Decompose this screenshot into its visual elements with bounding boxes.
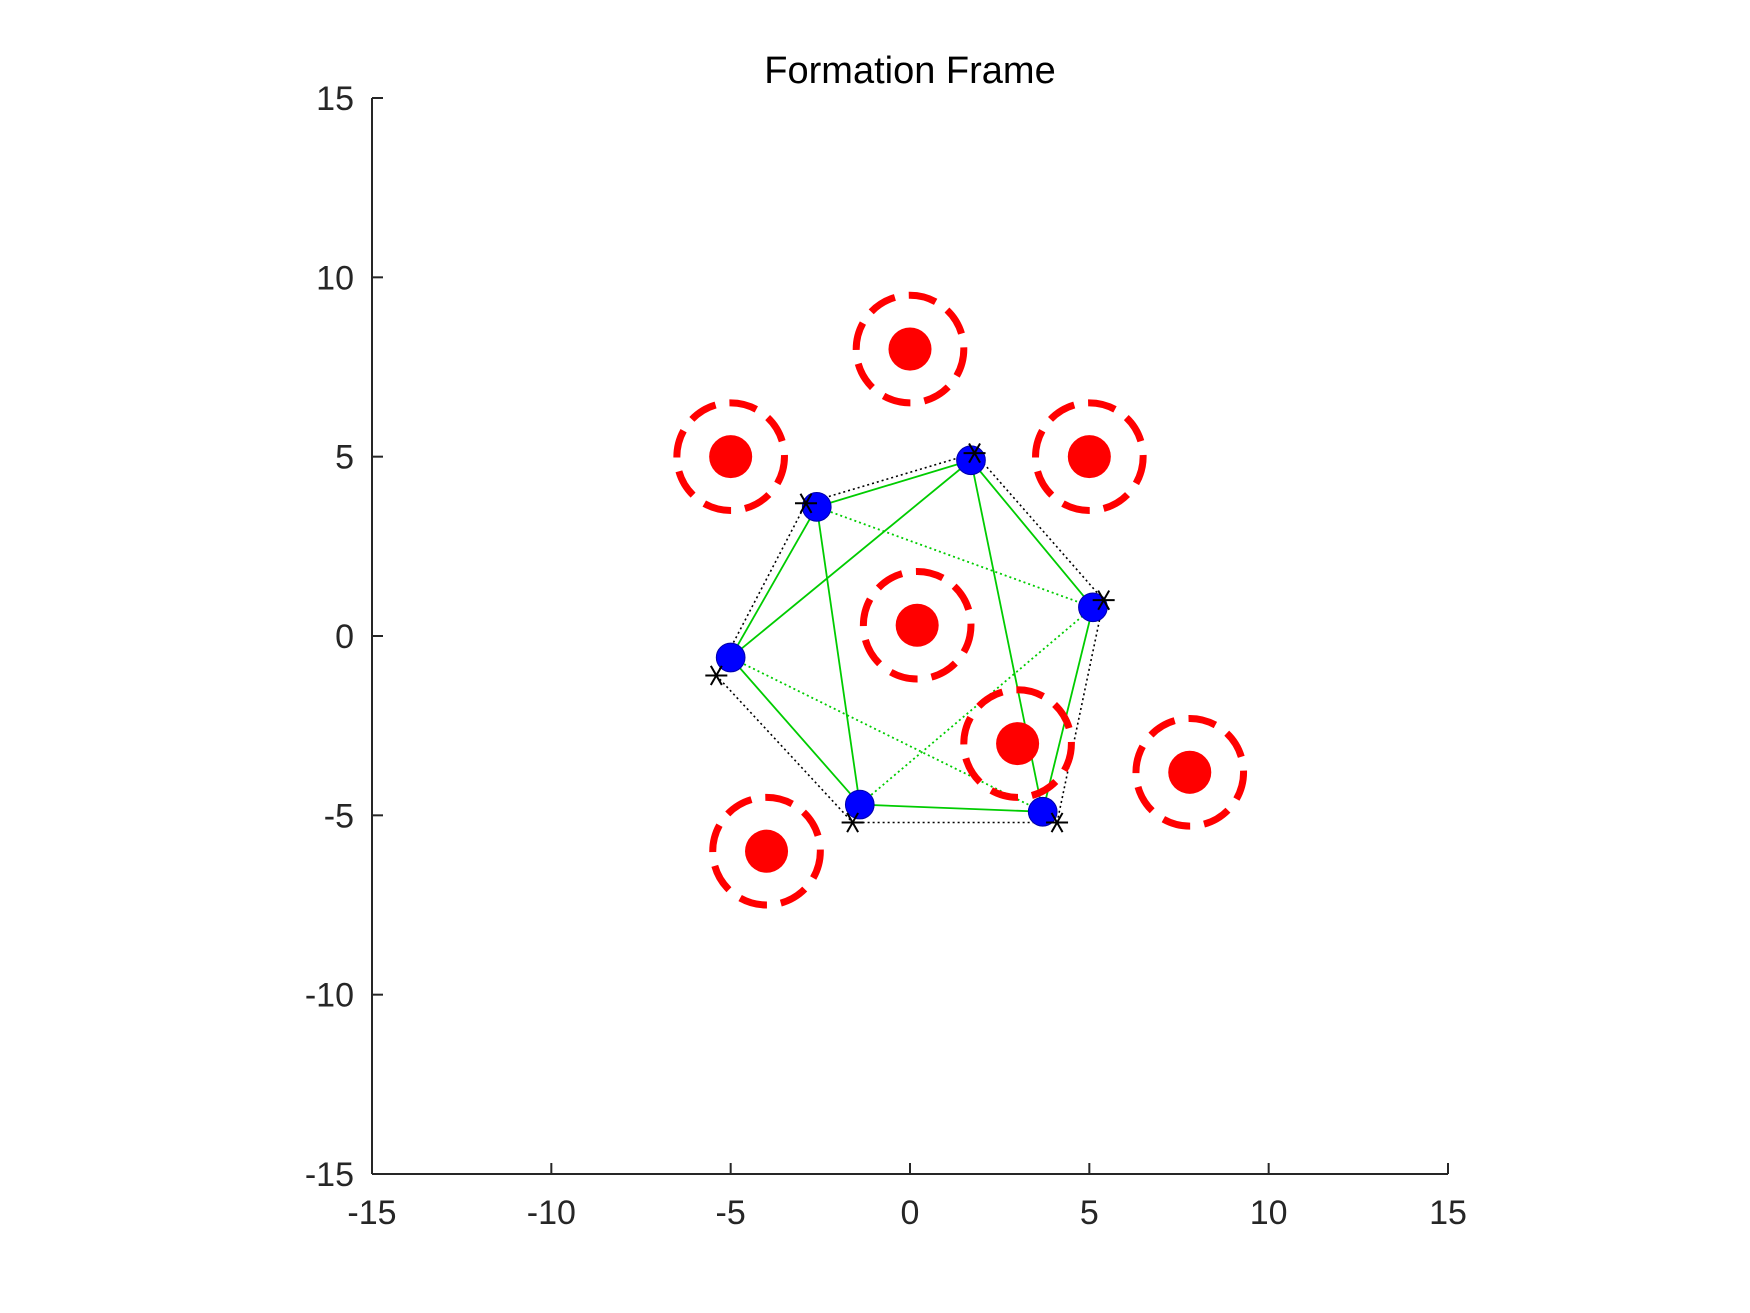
agent-link — [816, 459, 972, 508]
agent-link-dotted — [859, 606, 1094, 806]
obstacle-safety-ring — [852, 291, 968, 407]
target-marker-stroke — [1050, 812, 1064, 833]
target-marker — [1092, 590, 1115, 611]
x-tick-label: 5 — [1080, 1194, 1099, 1232]
obstacle-safety-ring — [859, 567, 975, 683]
target-marker — [1046, 812, 1069, 833]
target-marker-stroke — [968, 443, 981, 464]
target-marker — [841, 812, 864, 833]
x-tick-label: 15 — [1429, 1194, 1467, 1232]
target-marker — [705, 665, 728, 686]
target-marker-stroke — [799, 493, 813, 514]
y-tick-label: 15 — [316, 80, 354, 118]
agent-link — [729, 656, 861, 806]
obstacle-core — [888, 327, 932, 371]
obstacle-safety-ring — [673, 399, 788, 514]
plot-area — [673, 291, 1248, 909]
y-tick-label: -10 — [305, 977, 354, 1015]
agent-link-dotted — [816, 506, 1094, 609]
y-tick-label: 5 — [335, 439, 354, 477]
y-tick-label: -15 — [305, 1156, 354, 1194]
agent-marker — [801, 492, 832, 522]
obstacle-core — [895, 603, 939, 647]
obstacle-safety-ring — [960, 686, 1075, 801]
x-tick-label: 0 — [901, 1194, 920, 1232]
obstacle-safety-ring — [709, 793, 824, 909]
y-tick-label: 10 — [316, 259, 354, 297]
obstacle-core — [709, 435, 753, 479]
target-formation-edge — [805, 452, 975, 505]
obstacle-core — [1168, 750, 1212, 794]
agent-link-dotted — [730, 656, 1044, 813]
x-tick-label: -10 — [527, 1194, 576, 1232]
agent-marker — [1027, 796, 1058, 827]
target-marker — [794, 493, 817, 514]
x-tick-label: -15 — [347, 1194, 396, 1232]
obstacle-safety-ring — [1132, 714, 1248, 830]
target-marker-stroke — [1097, 590, 1111, 611]
agent-marker — [844, 789, 875, 820]
y-tick-label: -5 — [324, 797, 354, 835]
agent-link — [729, 506, 818, 658]
agent-link — [815, 506, 861, 805]
obstacle-core — [745, 829, 789, 873]
agent-link — [859, 803, 1043, 813]
agent-marker — [715, 642, 746, 673]
y-tick-label: 0 — [335, 618, 354, 656]
target-marker — [963, 443, 986, 464]
axes: -15 -10 -5 0 5 10 15 15 10 5 0 -5 -10 -15 — [305, 80, 1467, 1232]
x-tick-label: -5 — [716, 1194, 746, 1232]
x-tick-label: 10 — [1250, 1194, 1288, 1232]
agent-link — [1041, 607, 1094, 812]
obstacle-safety-ring — [1032, 399, 1147, 514]
agent-link — [730, 459, 972, 659]
obstacle-core — [996, 722, 1040, 766]
target-formation-edge — [715, 674, 854, 824]
target-marker-stroke — [846, 812, 859, 833]
obstacle-core — [1067, 435, 1111, 479]
chart-title: Formation Frame — [764, 50, 1055, 92]
target-marker-stroke — [709, 665, 723, 686]
agent-link — [970, 459, 1094, 608]
